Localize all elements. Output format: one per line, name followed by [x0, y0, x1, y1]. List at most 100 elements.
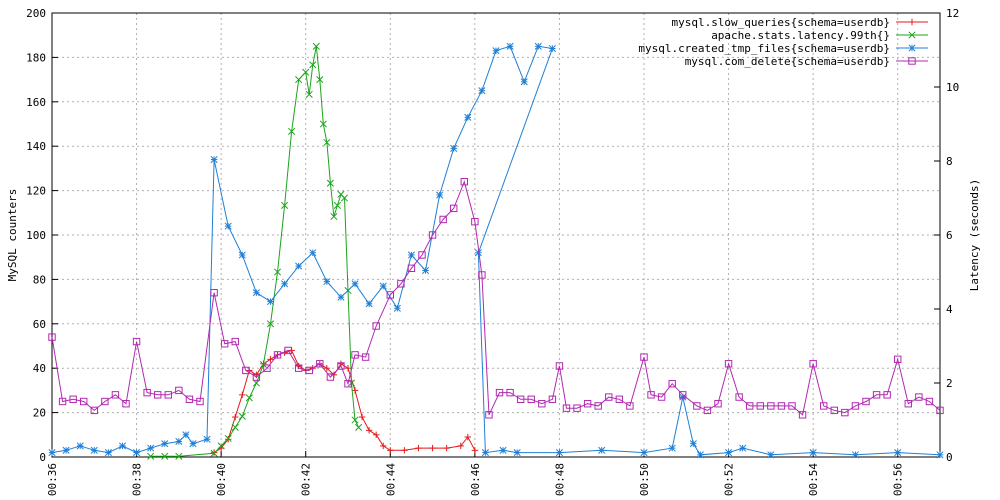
data-point [305, 90, 313, 98]
data-point [464, 433, 472, 441]
data-point [386, 291, 394, 299]
data-point [326, 373, 335, 381]
legend-label: mysql.created_tmp_files{schema=userdb} [638, 42, 890, 55]
data-point [516, 395, 525, 403]
data-point [703, 406, 712, 415]
data-point [288, 127, 296, 135]
data-point [231, 337, 239, 346]
data-point [252, 379, 260, 387]
data-point [111, 391, 120, 399]
data-point [485, 411, 493, 419]
data-point [534, 42, 542, 50]
data-point [478, 87, 486, 95]
data-point [379, 282, 387, 290]
data-point [798, 411, 807, 419]
data-point [464, 113, 472, 121]
data-point [777, 402, 786, 410]
x-axis-ticks: 00:36 00:38 00:40 00:42 00:44 00:46 00:48 00:50… [46, 451, 905, 496]
data-point [224, 434, 232, 443]
data-point [210, 449, 218, 457]
data-point [351, 416, 359, 424]
data-point [788, 402, 796, 410]
data-point [548, 395, 557, 403]
right-axis-ticks: 0 2 4 6 8 10 12 [934, 7, 959, 464]
data-point [640, 353, 648, 361]
data-point [481, 449, 489, 457]
gridlines [52, 13, 940, 457]
data-point [309, 61, 317, 69]
data-point [273, 351, 282, 359]
data-point [393, 304, 401, 312]
data-point [657, 393, 666, 401]
data-point [351, 387, 359, 394]
data-point [224, 436, 232, 443]
data-point [908, 31, 916, 39]
data-point [397, 280, 405, 288]
data-point [48, 449, 56, 457]
data-point [372, 431, 380, 438]
y-left-tick-label: 0 [39, 451, 46, 464]
y-right-axis-label: Latency (seconds) [968, 179, 981, 292]
data-point [294, 364, 303, 372]
data-point [474, 249, 482, 257]
y-right-tick-label: 6 [946, 229, 953, 242]
data-point [495, 388, 504, 397]
data-point [429, 444, 436, 452]
data-point [340, 194, 349, 202]
data-point [284, 346, 292, 355]
data-point [337, 293, 345, 301]
data-point [239, 391, 246, 399]
data-point [696, 451, 704, 459]
x-tick-label: 00:46 [469, 463, 482, 496]
data-point [538, 400, 546, 408]
data-point [598, 446, 606, 454]
data-point [640, 449, 648, 457]
data-point [147, 444, 155, 452]
data-point [175, 437, 183, 446]
y-right-tick-label: 8 [946, 155, 953, 168]
data-point [101, 397, 109, 406]
data-point [401, 447, 408, 454]
data-point [143, 388, 151, 397]
data-point [746, 402, 754, 410]
y-left-tick-label: 60 [33, 318, 46, 331]
data-point [122, 400, 130, 408]
data-point [471, 217, 479, 226]
y-right-tick-label: 0 [946, 451, 953, 464]
y-right-tick-label: 10 [946, 81, 959, 94]
data-point [915, 393, 923, 401]
data-point [355, 423, 363, 431]
x-tick-label: 00:42 [300, 463, 313, 496]
data-point [80, 397, 88, 406]
x-tick-label: 00:40 [215, 463, 228, 496]
data-point [668, 444, 676, 452]
data-point [936, 451, 944, 459]
data-point [295, 262, 303, 270]
data-point [231, 423, 239, 431]
data-point [90, 446, 98, 454]
data-point [76, 442, 84, 450]
series-line [150, 46, 360, 457]
data-point [118, 442, 127, 450]
data-point [330, 212, 338, 221]
data-point [679, 391, 687, 399]
x-tick-label: 00:52 [723, 463, 736, 496]
data-point [361, 353, 370, 361]
data-point [739, 444, 747, 452]
x-tick-label: 00:50 [638, 463, 651, 496]
data-point [583, 400, 592, 408]
data-point [104, 449, 112, 457]
data-point [326, 179, 334, 187]
data-point [238, 412, 246, 420]
data-point [210, 155, 218, 164]
x-tick-label: 00:54 [807, 463, 820, 496]
data-point [358, 413, 366, 421]
data-point [693, 402, 701, 410]
data-point [372, 322, 380, 330]
y-left-tick-label: 80 [33, 273, 46, 286]
data-point [668, 380, 676, 388]
data-point [562, 404, 571, 412]
data-point [908, 18, 916, 26]
series-3 [48, 178, 944, 419]
data-point [925, 397, 934, 406]
